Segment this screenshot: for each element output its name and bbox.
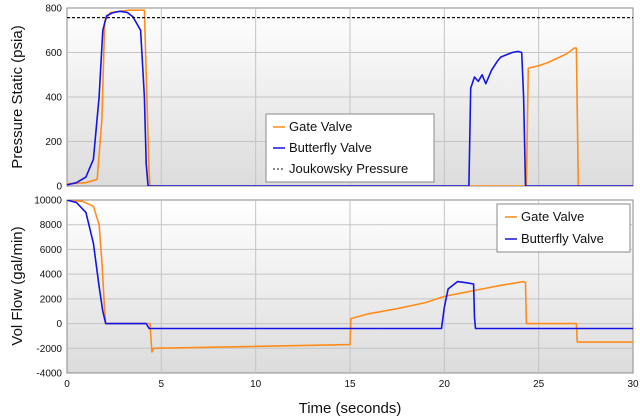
flow-x-tick-label: 20	[439, 379, 451, 390]
x-axis-label: Time (seconds)	[299, 400, 402, 417]
legend-label-butterfly-valve-flow: Butterfly Valve	[521, 231, 604, 246]
flow-y-tick-label: 8000	[40, 220, 63, 231]
pressure-y-tick-label: 800	[45, 4, 62, 15]
flow-tick-labels: -4000 -2000 0 2000 4000 6000 8000 10000 0 5 10 15 20…	[34, 196, 639, 391]
legend-label-butterfly-valve: Butterfly Valve	[289, 140, 372, 155]
pressure-y-tick-label: 600	[45, 48, 62, 59]
flow-x-tick-label: 0	[64, 379, 70, 390]
flow-series-gate-valve	[67, 200, 633, 353]
flow-y-tick-label: -4000	[36, 369, 62, 380]
flow-y-tick-label: 10000	[34, 196, 62, 207]
pressure-series-butterfly-valve	[67, 10, 633, 186]
flow-y-tick-label: 6000	[40, 245, 63, 256]
flow-x-tick-label: 30	[627, 379, 639, 390]
flow-x-tick-label: 10	[250, 379, 262, 390]
pressure-legend: Gate Valve Butterfly Valve Joukowsky Pre…	[265, 113, 435, 183]
flow-y-tick-label: 2000	[40, 294, 63, 305]
legend-label-joukowsky-pressure: Joukowsky Pressure	[289, 161, 408, 176]
pressure-y-axis-label: Pressure Static (psia)	[9, 25, 26, 168]
pressure-series-group	[67, 9, 633, 186]
flow-y-tick-label: -2000	[36, 344, 62, 355]
flow-panel: -4000 -2000 0 2000 4000 6000 8000 10000 0 5 10 15 20…	[9, 196, 639, 418]
pressure-y-tick-label: 0	[56, 182, 62, 193]
flow-legend-box	[496, 203, 631, 253]
pressure-y-tick-label: 400	[45, 93, 62, 104]
pressure-panel: 0 200 400 600 800 Pressure Static (psia) Gat…	[9, 4, 634, 193]
flow-x-tick-label: 5	[159, 379, 165, 390]
flow-legend: Gate Valve Butterfly Valve	[496, 203, 631, 253]
flow-y-tick-label: 0	[56, 319, 62, 330]
flow-x-tick-label: 15	[344, 379, 356, 390]
pressure-series-gate-valve	[67, 9, 633, 186]
flow-series-group	[67, 200, 633, 353]
flow-y-axis-label: Vol Flow (gal/min)	[9, 226, 26, 345]
legend-label-gate-valve: Gate Valve	[289, 119, 352, 134]
flow-x-tick-label: 25	[533, 379, 545, 390]
pressure-tick-labels: 0 200 400 600 800	[45, 4, 62, 193]
flow-y-tick-label: 4000	[40, 270, 63, 281]
pressure-y-tick-label: 200	[45, 137, 62, 148]
flow-series-butterfly-valve	[67, 200, 633, 330]
pressure-legend-box	[265, 113, 435, 183]
legend-label-gate-valve-flow: Gate Valve	[521, 209, 584, 224]
